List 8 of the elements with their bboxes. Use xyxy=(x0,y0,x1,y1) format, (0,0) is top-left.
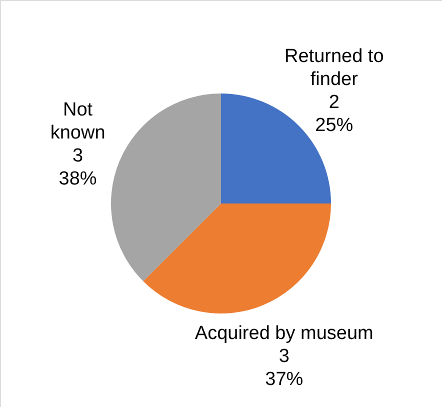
slice-label: Acquired by museum xyxy=(194,322,374,344)
pie-slice xyxy=(111,94,221,282)
data-label: 3 37% xyxy=(265,346,304,390)
slice-label: Returned to finder xyxy=(284,46,384,90)
pie-slice xyxy=(143,204,331,314)
data-label: 2 25% xyxy=(315,92,354,136)
slice-label: Not known xyxy=(50,100,106,144)
data-label: 3 38% xyxy=(58,146,97,190)
